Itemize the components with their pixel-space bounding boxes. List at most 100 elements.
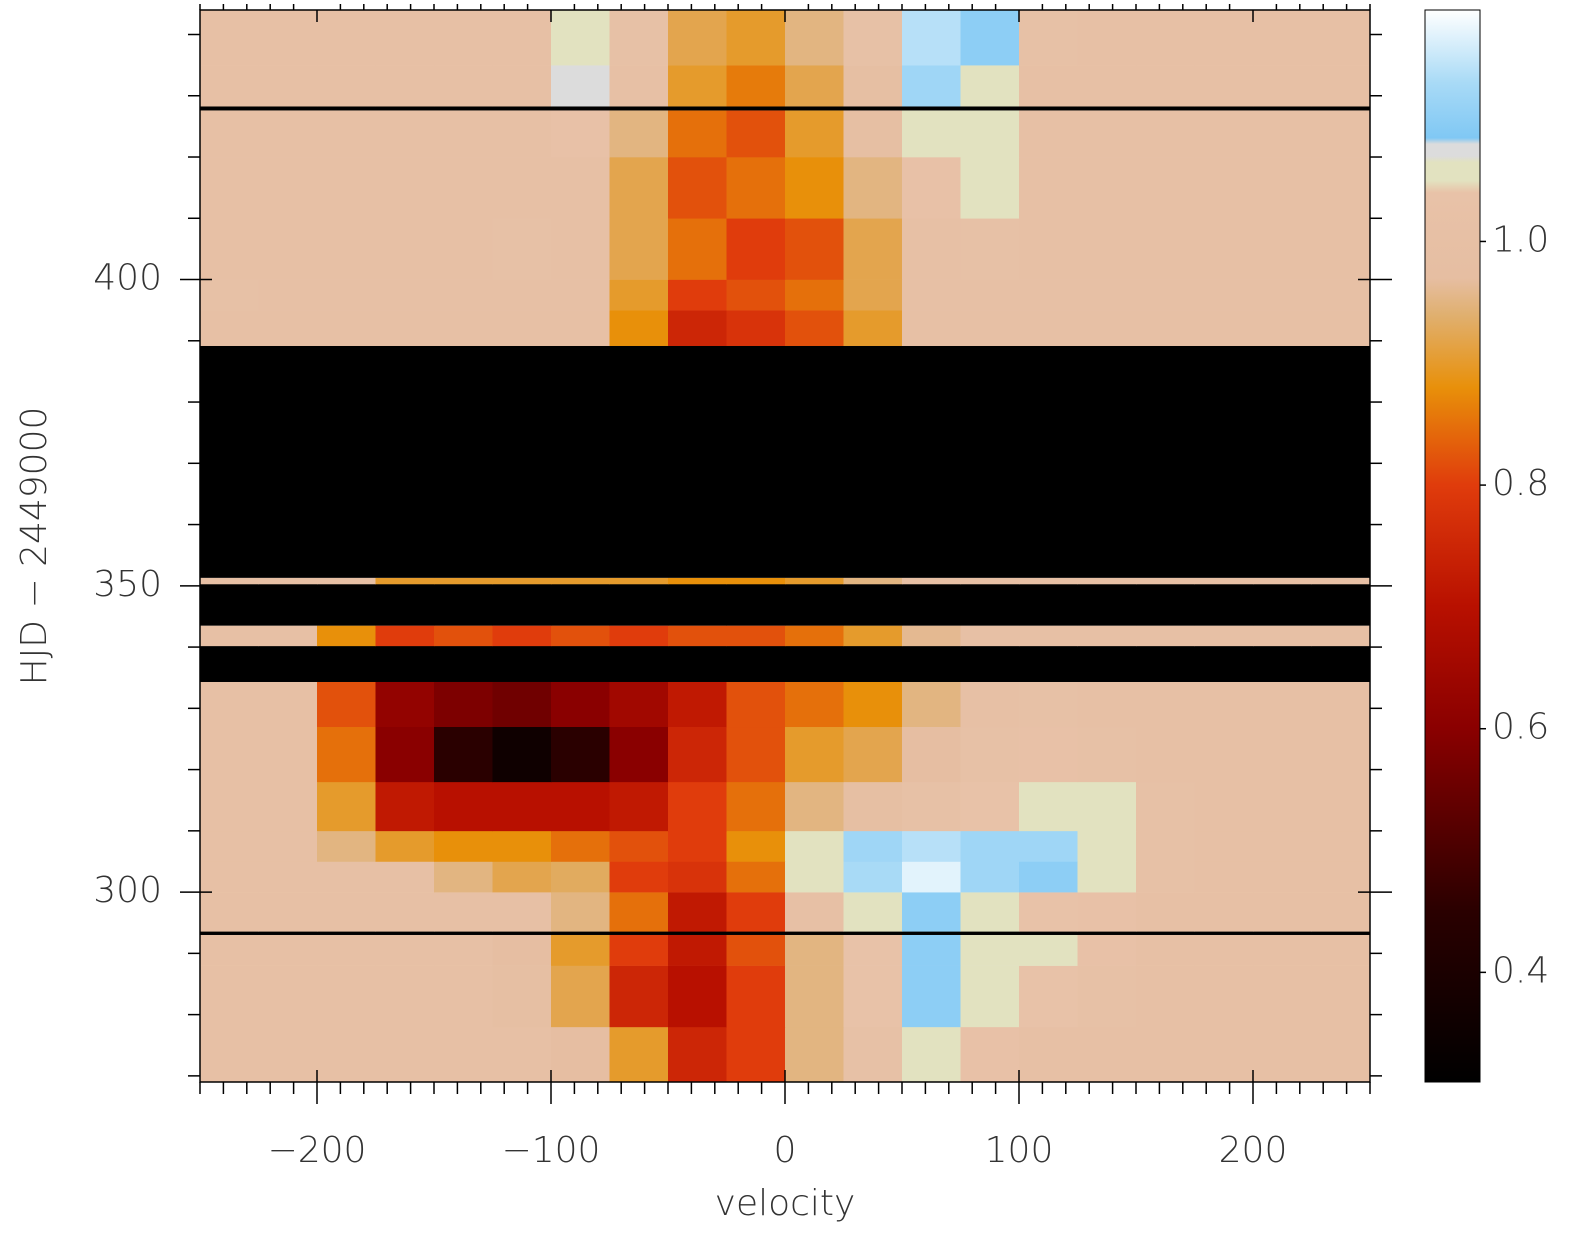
heatmap-cell [434,861,493,892]
heatmap-cell [259,280,318,311]
heatmap-cell [1019,218,1078,280]
heatmap-cell [493,578,552,584]
heatmap-cell [1195,682,1254,727]
heatmap-cell [259,935,318,966]
heatmap-cell [1136,310,1195,346]
heatmap-cell [1253,218,1312,280]
heatmap-cell [1312,218,1371,280]
heatmap-cell [668,578,727,584]
heatmap-cell [902,831,961,862]
heatmap-cell [961,626,1020,647]
heatmap-cell [785,218,844,280]
heatmap-cell [434,831,493,862]
heatmap-cell [493,892,552,932]
heatmap-cell [961,65,1020,106]
heatmap-cell [200,727,259,782]
heatmap-cell [493,110,552,157]
heatmap-cell [1136,280,1195,311]
heatmap-cell [961,892,1020,932]
heatmap-cell [1019,110,1078,157]
heatmap-cell [1078,782,1137,831]
heatmap-cell [844,310,903,346]
heatmap-cell [376,578,435,584]
heatmap-cell [902,861,961,892]
heatmap-cell [1136,10,1195,65]
heatmap-cell [1078,218,1137,280]
heatmap-cell [1078,861,1137,892]
heatmap-cell [785,727,844,782]
heatmap-cell [844,1027,903,1082]
heatmap-cell [902,1027,961,1082]
heatmap-cell [668,310,727,346]
heatmap-cell [259,110,318,157]
heatmap-cell [551,626,610,647]
data-gap [200,584,1370,626]
heatmap-cell [1136,782,1195,831]
heatmap-cell [1195,727,1254,782]
heatmap-cell [259,682,318,727]
heatmap-cell [1136,110,1195,157]
heatmap-cell [902,966,961,1028]
heatmap-cell [961,280,1020,311]
colorbar-tick-label: 0.8 [1492,463,1549,504]
heatmap-cell [1312,935,1371,966]
heatmap-cell [1078,682,1137,727]
heatmap-cell [1195,578,1254,584]
heatmap-cell [1019,892,1078,932]
heatmap-cell [844,157,903,219]
heatmap-cell [434,10,493,65]
heatmap-cell [668,280,727,311]
heatmap-cell [200,831,259,862]
heatmap-cell [1019,966,1078,1028]
heatmap-cell [200,310,259,346]
heatmap-cell [844,578,903,584]
heatmap-cell [1078,10,1137,65]
heatmap-cell [259,831,318,862]
heatmap-cell [727,110,786,157]
heatmap-cell [493,935,552,966]
heatmap-cell [1253,727,1312,782]
heatmap-cell [551,682,610,727]
heatmap-cell [961,861,1020,892]
heatmap-cell [1253,280,1312,311]
heatmap-cell [551,218,610,280]
colorbar-tick-label: 0.4 [1492,950,1549,991]
heatmap-cell [551,831,610,862]
heatmap-cell [610,966,669,1028]
heatmap-cell [1195,218,1254,280]
heatmap-cell [902,110,961,157]
heatmap-cell [610,280,669,311]
heatmap-cell [844,892,903,932]
heatmap-cell [1078,966,1137,1028]
heatmap-cell [434,966,493,1028]
heatmap-cell [727,1027,786,1082]
heatmap-cell [493,861,552,892]
heatmap-cell [200,10,259,65]
heatmap-cell [1312,626,1371,647]
heatmap-cell [727,10,786,65]
heatmap-cell [259,861,318,892]
heatmap-cell [200,966,259,1028]
heatmap-cell [1253,110,1312,157]
heatmap-cell [317,280,376,311]
heatmap-cell [376,966,435,1028]
heatmap-cell [493,65,552,106]
heatmap-cell [259,966,318,1028]
x-tick-label: 0 [774,1130,797,1171]
heatmap-cell [1253,310,1312,346]
heatmap-cell [961,682,1020,727]
heatmap-cell [1078,727,1137,782]
heatmap-cell [844,110,903,157]
heatmap-cell [493,280,552,311]
heatmap-cell [902,157,961,219]
heatmap-cell [1136,966,1195,1028]
heatmap-cell [1019,626,1078,647]
heatmap-cell [493,218,552,280]
heatmap-cell [317,578,376,584]
heatmap-cell [1019,727,1078,782]
heatmap-cell [785,110,844,157]
heatmap-cell [1312,892,1371,932]
heatmap-cell [727,782,786,831]
heatmap-cell [259,157,318,219]
heatmap-cell [317,892,376,932]
